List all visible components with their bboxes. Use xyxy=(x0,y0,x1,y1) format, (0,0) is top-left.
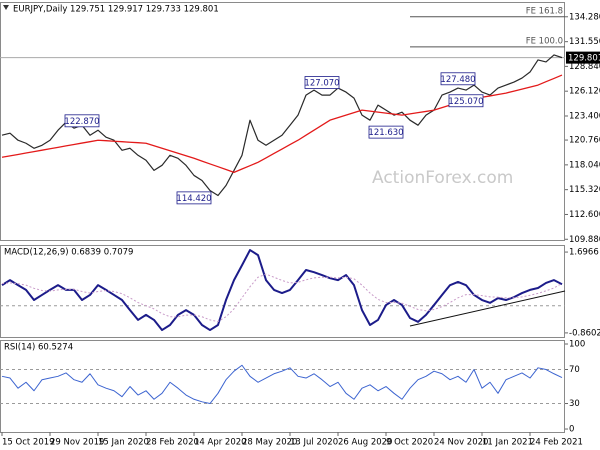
y-tick-label: 118.040 xyxy=(569,160,600,170)
panel-title: MACD(12,26,9) 0.6839 0.7079 xyxy=(4,248,133,258)
series-line xyxy=(1,364,563,405)
annotation-label: 125.070 xyxy=(448,97,483,107)
annotation-label: 127.480 xyxy=(440,75,475,85)
annotation-label: 121.630 xyxy=(368,128,403,138)
x-tick-label: 13 Jul 2020 xyxy=(290,438,338,448)
y-tick-label: 0 xyxy=(569,425,574,435)
annotation-label: 114.420 xyxy=(176,194,211,204)
x-tick-label: 28 May 2020 xyxy=(242,438,297,448)
x-tick-label: 26 Aug 2020 xyxy=(338,438,392,448)
x-tick-label: 14 Apr 2020 xyxy=(194,438,247,448)
series-line xyxy=(1,54,563,197)
y-tick-label: 131.550 xyxy=(569,37,600,47)
y-tick-label: 70 xyxy=(569,365,580,375)
x-tick-label: 9 Oct 2020 xyxy=(386,438,433,448)
x-tick-label: 11 Jan 2021 xyxy=(482,438,533,448)
y-tick-label: 115.320 xyxy=(569,185,600,195)
annotation-box xyxy=(448,94,484,108)
annotation-box xyxy=(64,114,100,128)
panel-title: EURJPY,Daily 129.751 129.917 129.733 129… xyxy=(13,5,219,15)
panel-title: RSI(14) 60.5274 xyxy=(4,343,73,353)
y-tick-label: 128.840 xyxy=(569,62,600,72)
y-tick-label: -0.8602 xyxy=(569,328,600,338)
x-tick-label: 29 Nov 2019 xyxy=(50,438,104,448)
panel-frame xyxy=(0,340,565,433)
annotation-box xyxy=(176,191,212,205)
x-tick-label: 15 Oct 2019 xyxy=(2,438,55,448)
y-tick-label: 109.880 xyxy=(569,235,600,245)
y-tick-label: 120.760 xyxy=(569,136,600,146)
watermark: ActionForex.com xyxy=(372,168,513,188)
y-tick-label: 112.600 xyxy=(569,210,600,220)
x-tick-label: 24 Nov 2020 xyxy=(434,438,488,448)
y-tick-label: 30 xyxy=(569,399,580,409)
annotation-box xyxy=(304,76,340,89)
x-tick-label: 24 Feb 2021 xyxy=(530,438,583,448)
y-tick-label: 123.400 xyxy=(569,111,600,121)
x-tick-label: 15 Jan 2020 xyxy=(98,438,149,448)
level-label: FE 161.8 xyxy=(526,6,563,16)
annotation-label: 127.070 xyxy=(304,79,339,89)
annotation-box xyxy=(440,72,476,86)
menu-icon xyxy=(3,5,9,10)
y-tick-label: 134.280 xyxy=(569,12,600,22)
y-tick-label: 1.6966 xyxy=(569,248,599,258)
series-line xyxy=(1,249,563,332)
level-label: FE 100.0 xyxy=(526,36,563,46)
y-tick-label: 100 xyxy=(569,339,585,349)
y-tick-label: 126.120 xyxy=(569,87,600,97)
annotation-label: 122.870 xyxy=(64,117,99,127)
annotation-box xyxy=(368,125,404,139)
panel-frame xyxy=(0,2,565,241)
macd-trendline xyxy=(409,290,566,327)
last-price-label: 129.801 xyxy=(568,54,600,64)
x-tick-label: 28 Feb 2020 xyxy=(146,438,199,448)
last-price-box xyxy=(566,51,600,64)
